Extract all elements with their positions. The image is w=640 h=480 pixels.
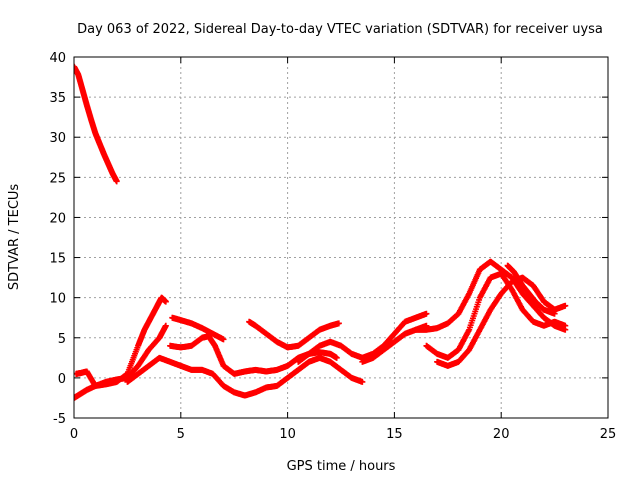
- y-tick-label: 30: [49, 131, 66, 146]
- series-track-a: [74, 294, 169, 401]
- y-tick-label: 15: [49, 252, 66, 267]
- x-tick-label: 25: [600, 427, 617, 442]
- data-point: [562, 302, 569, 309]
- chart-title: Day 063 of 2022, Sidereal Day-to-day VTE…: [77, 22, 603, 37]
- y-tick-label: -5: [53, 412, 66, 427]
- axis-ticks: 0 5 10 15 20 25 -5 0 5 10 15 20 25 30 35 40: [49, 51, 616, 442]
- data-point: [562, 322, 569, 329]
- series-track-k: [423, 270, 569, 361]
- data-point: [220, 336, 227, 343]
- series-track-b: [74, 322, 169, 389]
- data-point: [162, 322, 169, 329]
- series-track-l: [434, 274, 569, 369]
- y-tick-label: 20: [49, 211, 66, 226]
- data-point: [335, 320, 342, 327]
- data-point: [333, 354, 340, 361]
- data-point: [359, 378, 366, 385]
- x-tick-label: 15: [386, 427, 403, 442]
- data-point: [113, 178, 120, 185]
- data-point: [551, 310, 558, 317]
- series-track-f: [169, 314, 227, 343]
- x-tick-label: 10: [279, 427, 296, 442]
- y-axis-label: SDTVAR / TECUs: [7, 184, 22, 291]
- x-axis-label: GPS time / hours: [287, 459, 396, 474]
- y-tick-label: 40: [49, 51, 66, 66]
- x-tick-label: 20: [493, 427, 510, 442]
- series-track-g: [246, 318, 342, 351]
- data-marks: [74, 63, 569, 401]
- x-tick-label: 5: [177, 427, 185, 442]
- y-tick-label: 0: [58, 372, 66, 387]
- y-tick-label: 35: [49, 91, 66, 106]
- series-track-c: [124, 354, 184, 385]
- grid-lines: [74, 57, 608, 418]
- data-point: [423, 310, 430, 317]
- y-tick-label: 5: [58, 332, 66, 347]
- x-tick-label: 0: [70, 427, 78, 442]
- series-track-j: [412, 258, 569, 333]
- series-track-m: [504, 262, 558, 317]
- data-point: [162, 298, 169, 305]
- series-early-decline: [74, 63, 120, 185]
- series-track-e: [177, 354, 366, 399]
- y-tick-label: 25: [49, 171, 66, 186]
- y-tick-label: 10: [49, 292, 66, 307]
- plot-frame: [73, 56, 609, 419]
